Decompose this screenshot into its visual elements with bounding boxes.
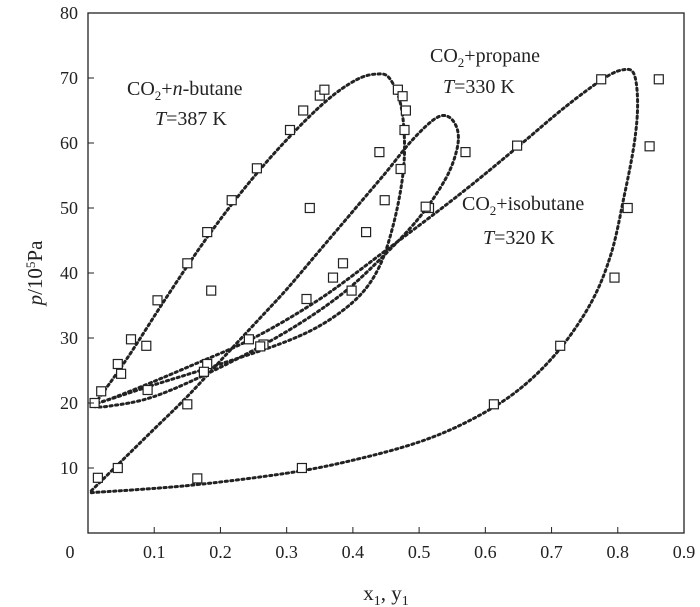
data-point-marker [304,202,315,214]
data-point-marker [400,105,411,116]
data-point-marker [202,227,213,238]
y-tick-label: 20 [60,393,78,413]
data-point-marker [420,201,431,212]
data-point-marker [361,227,372,238]
annotation-propane-label: CO2+propane [430,45,540,70]
x-tick-label: 0.4 [342,542,365,562]
data-point-marker [399,124,410,136]
x-tick-label: 0.9 [673,542,696,562]
data-point-marker [301,293,312,305]
data-point-marker [206,285,217,296]
x-tick-label: 0.5 [408,542,431,562]
data-point-marker [112,358,123,370]
annotation-propane-temperature: T=330 K [443,76,515,98]
data-point-marker [251,163,262,174]
series-curve [89,113,460,493]
data-point-marker [337,258,349,269]
y-axis-label: p/105Pa [23,240,47,308]
data-point-marker [644,141,655,152]
y-tick-label: 10 [60,458,78,478]
data-point-marker [397,91,408,102]
data-point-marker [346,285,357,296]
data-point-marker [112,462,123,474]
data-point-marker [327,272,339,283]
y-tick-label: 80 [60,3,78,23]
data-point-marker [182,399,193,410]
x-axis-ticks: 0 0.1 0.2 0.3 0.4 0.5 0.6 0.7 0.8 0.9 [66,527,696,562]
data-point-marker [319,84,330,95]
data-point-marker [395,163,406,175]
x-tick-label: 0.7 [540,542,563,562]
x-tick-label: 0.3 [275,542,298,562]
y-tick-label: 50 [60,198,78,218]
data-point-marker [142,384,153,396]
data-point-marker [192,473,203,484]
data-point-marker [255,341,266,352]
y-tick-label: 60 [60,133,78,153]
data-point-marker [198,366,209,377]
data-point-marker [511,140,523,151]
markers-layer [89,74,664,484]
x-tick-label: 0.8 [607,542,630,562]
data-point-marker [96,386,107,397]
x-axis-label: x1, y1 [363,581,409,607]
data-point-marker [152,295,163,306]
data-point-marker [226,195,237,206]
data-point-marker [622,202,633,214]
data-point-marker [141,340,152,351]
data-point-marker [596,74,607,85]
annotation-isobutane-temperature: T=320 K [483,227,555,249]
data-point-marker [488,399,499,410]
data-point-marker [243,334,254,345]
y-tick-label: 40 [60,263,78,283]
data-point-marker [379,195,390,206]
annotation-n-butane-label: CO2+n-butane [127,78,243,103]
series-curve [93,72,407,406]
x-tick-label: 0.2 [209,542,232,562]
data-point-marker [296,462,307,474]
x-tick-label: 0.1 [143,542,166,562]
x-tick-label: 0 [66,542,75,562]
data-point-marker [460,147,471,158]
data-point-marker [653,74,664,85]
data-point-marker [609,272,620,283]
y-tick-label: 70 [60,68,78,88]
annotation-n-butane-temperature: T=387 K [155,108,227,130]
data-point-marker [92,472,104,483]
data-point-marker [182,258,193,269]
curves-layer [89,67,640,495]
series-curve [89,67,640,495]
y-tick-label: 30 [60,328,78,348]
data-point-marker [115,368,127,379]
y-axis-ticks: 10 20 30 40 50 60 70 80 [60,3,94,478]
annotation-isobutane-label: CO2+isobutane [462,193,584,218]
x-tick-label: 0.6 [474,542,497,562]
data-point-marker [298,105,309,116]
data-point-marker [125,334,137,345]
data-point-marker [374,147,385,158]
data-point-marker [555,340,566,351]
data-point-marker [284,124,296,136]
